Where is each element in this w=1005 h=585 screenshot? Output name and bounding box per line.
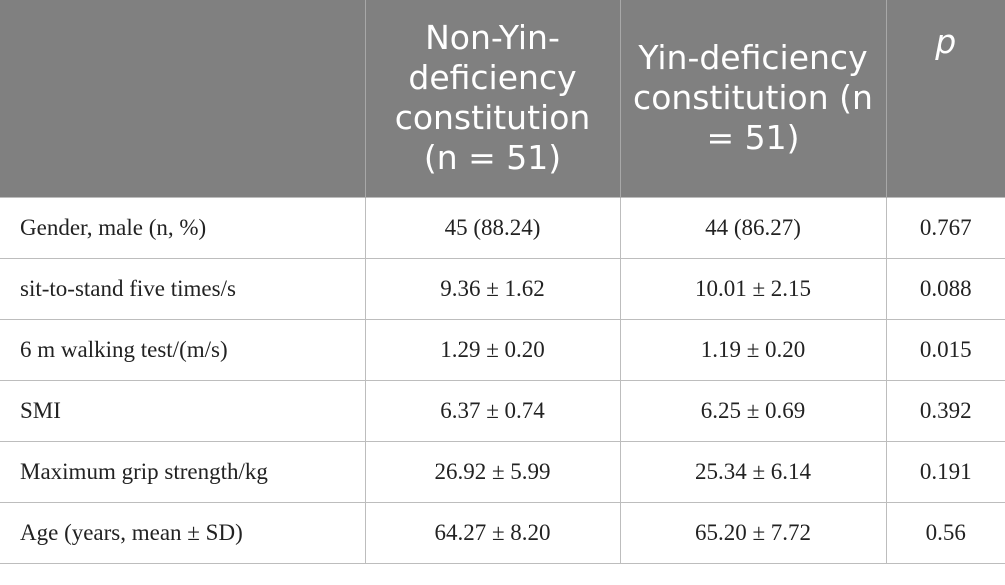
table-row: Gender, male (n, %) 45 (88.24) 44 (86.27) 0… <box>0 196 1005 259</box>
table-cell: 1.29 ± 0.20 <box>364 318 621 381</box>
table-cell: 0.191 <box>885 440 1005 503</box>
table-cell: 10.01 ± 2.15 <box>619 257 887 320</box>
table-row: sit-to-stand five times/s 9.36 ± 1.62 10.0… <box>0 257 1005 320</box>
table-cell: 6.37 ± 0.74 <box>364 379 621 442</box>
header-cell: Non-Yin-deficiency constitution (n = 51) <box>364 0 620 197</box>
row-label: Age (years, mean ± SD) <box>0 501 366 564</box>
table-cell: 1.19 ± 0.20 <box>619 318 887 381</box>
table-cell: 65.20 ± 7.72 <box>619 501 887 564</box>
table-cell: 0.088 <box>885 257 1005 320</box>
table-cell: 0.392 <box>885 379 1005 442</box>
table-cell: 44 (86.27) <box>619 196 887 259</box>
table-cell: 64.27 ± 8.20 <box>364 501 621 564</box>
header-cell: p <box>885 0 1005 197</box>
table-row: SMI 6.37 ± 0.74 6.25 ± 0.69 0.392 <box>0 379 1005 442</box>
table-cell: 6.25 ± 0.69 <box>619 379 887 442</box>
table-cell: 9.36 ± 1.62 <box>364 257 621 320</box>
table-cell: 0.56 <box>885 501 1005 564</box>
data-table: Non-Yin-deficiency constitution (n = 51)… <box>0 0 1005 564</box>
table-cell: 45 (88.24) <box>364 196 621 259</box>
table-body: Gender, male (n, %) 45 (88.24) 44 (86.27) 0… <box>0 196 1005 564</box>
header-cell <box>0 0 365 197</box>
table-cell: 26.92 ± 5.99 <box>364 440 621 503</box>
table-row: 6 m walking test/(m/s) 1.29 ± 0.20 1.19 ± … <box>0 318 1005 381</box>
header-cell: Yin-deficiency constitution (n = 51) <box>619 0 886 197</box>
table-row: Maximum grip strength/kg 26.92 ± 5.99 25.3… <box>0 440 1005 503</box>
row-label: Gender, male (n, %) <box>0 196 366 259</box>
row-label: SMI <box>0 379 366 442</box>
table-row: Age (years, mean ± SD) 64.27 ± 8.20 65.20 … <box>0 501 1005 564</box>
row-label: 6 m walking test/(m/s) <box>0 318 366 381</box>
row-label: Maximum grip strength/kg <box>0 440 366 503</box>
table-cell: 0.767 <box>885 196 1005 259</box>
row-label: sit-to-stand five times/s <box>0 257 366 320</box>
table-cell: 25.34 ± 6.14 <box>619 440 887 503</box>
table-cell: 0.015 <box>885 318 1005 381</box>
header-row: Non-Yin-deficiency constitution (n = 51)… <box>0 0 1005 197</box>
